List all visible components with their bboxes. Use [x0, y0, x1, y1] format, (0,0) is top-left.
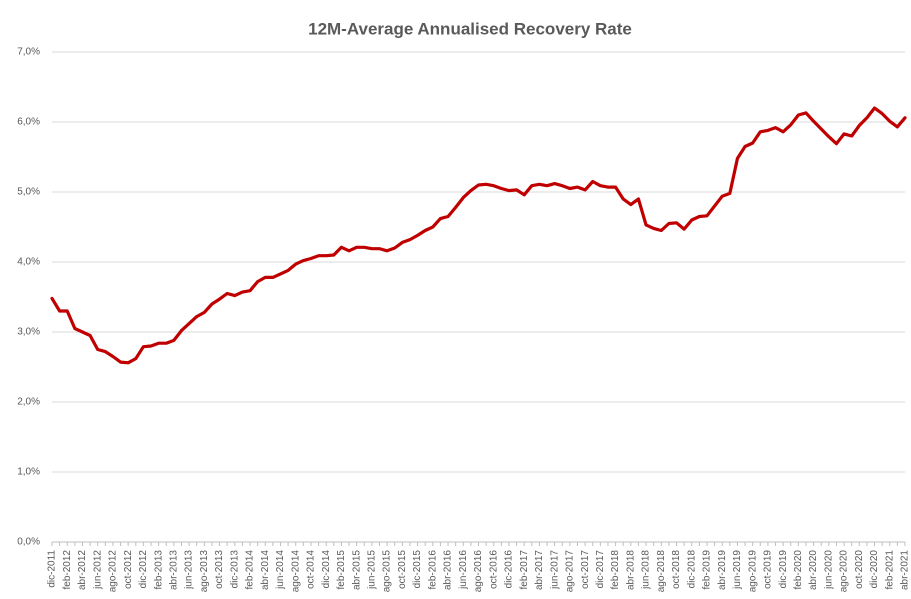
x-tick-label: jun-2017: [549, 550, 560, 590]
x-tick-label: ago-2017: [565, 550, 576, 593]
x-tick-label: oct-2016: [488, 550, 499, 589]
x-tick-label: jun-2015: [367, 550, 378, 590]
y-tick-label: 6,0%: [17, 117, 40, 128]
line: [50, 106, 907, 365]
x-tick-label: dic-2011: [47, 550, 58, 588]
x-tick-label: jun-2014: [275, 550, 286, 590]
x-tick-label: oct-2017: [580, 550, 591, 589]
x-tick-label: dic-2012: [138, 550, 149, 589]
x-tick-label: dic-2014: [321, 550, 332, 589]
x-tick-label: feb-2014: [245, 550, 256, 590]
x-tick-label: jun-2016: [458, 550, 469, 590]
chart-title: 12M-Average Annualised Recovery Rate: [308, 19, 632, 38]
x-tick-label: abr-2017: [534, 550, 545, 590]
x-tick-label: feb-2021: [884, 550, 895, 590]
x-tick-label: oct-2020: [854, 550, 865, 589]
x-tick-label: feb-2012: [62, 550, 73, 590]
x-tick-label: oct-2012: [123, 550, 134, 589]
x-tick-label: jun-2020: [823, 550, 834, 590]
x-tick-label: abr-2019: [717, 550, 728, 590]
x-tick-label: dic-2013: [229, 550, 240, 589]
x-tick-label: abr-2021: [900, 550, 911, 590]
x-tick-label: feb-2013: [153, 550, 164, 590]
x-tick-label: dic-2015: [412, 550, 423, 589]
y-tick-label: 7,0%: [17, 47, 40, 58]
x-tick-label: ago-2013: [199, 550, 210, 593]
x-tick-label: abr-2012: [77, 550, 88, 590]
x-tick-label: abr-2015: [351, 550, 362, 590]
x-tick-label: feb-2015: [336, 550, 347, 590]
x-tick-label: ago-2020: [839, 550, 850, 593]
y-tick-label: 4,0%: [17, 257, 40, 268]
x-tick-label: jun-2018: [641, 550, 652, 590]
x-tick-label: ago-2015: [382, 550, 393, 593]
x-tick-label: feb-2019: [702, 550, 713, 590]
y-tick-label: 2,0%: [17, 397, 40, 408]
y-tick-label: 5,0%: [17, 187, 40, 198]
x-tick-label: oct-2015: [397, 550, 408, 589]
y-tick-label: 1,0%: [17, 467, 40, 478]
x-tick-label: oct-2019: [763, 550, 774, 589]
y-tick-label: 3,0%: [17, 327, 40, 338]
x-tick-label: dic-2019: [778, 550, 789, 589]
x-tick-label: ago-2012: [108, 550, 119, 593]
x-tick-label: jun-2019: [732, 550, 743, 590]
x-tick-label: ago-2016: [473, 550, 484, 593]
x-tick-label: abr-2014: [260, 550, 271, 590]
x-tick-label: dic-2017: [595, 550, 606, 589]
x-tick-label: dic-2018: [686, 550, 697, 589]
x-tick-label: oct-2013: [214, 550, 225, 589]
x-tick-label: dic-2020: [869, 550, 880, 589]
x-tick-label: feb-2016: [427, 550, 438, 590]
x-tick-label: jun-2013: [184, 550, 195, 590]
x-tick-label: abr-2020: [808, 550, 819, 590]
x-tick-label: oct-2018: [671, 550, 682, 589]
x-tick-label: oct-2014: [306, 550, 317, 589]
x-tick-label: feb-2017: [519, 550, 530, 590]
x-tick-label: abr-2016: [443, 550, 454, 590]
y-tick-label: 0,0%: [17, 537, 40, 548]
x-tick-label: ago-2018: [656, 550, 667, 593]
x-tick-label: dic-2016: [504, 550, 515, 589]
x-tick-label: feb-2020: [793, 550, 804, 590]
x-tick-label: abr-2013: [168, 550, 179, 590]
x-tick-label: abr-2018: [625, 550, 636, 590]
x-tick-label: jun-2012: [92, 550, 103, 590]
x-tick-label: feb-2018: [610, 550, 621, 590]
x-tick-label: ago-2014: [290, 550, 301, 593]
x-tick-label: ago-2019: [747, 550, 758, 593]
